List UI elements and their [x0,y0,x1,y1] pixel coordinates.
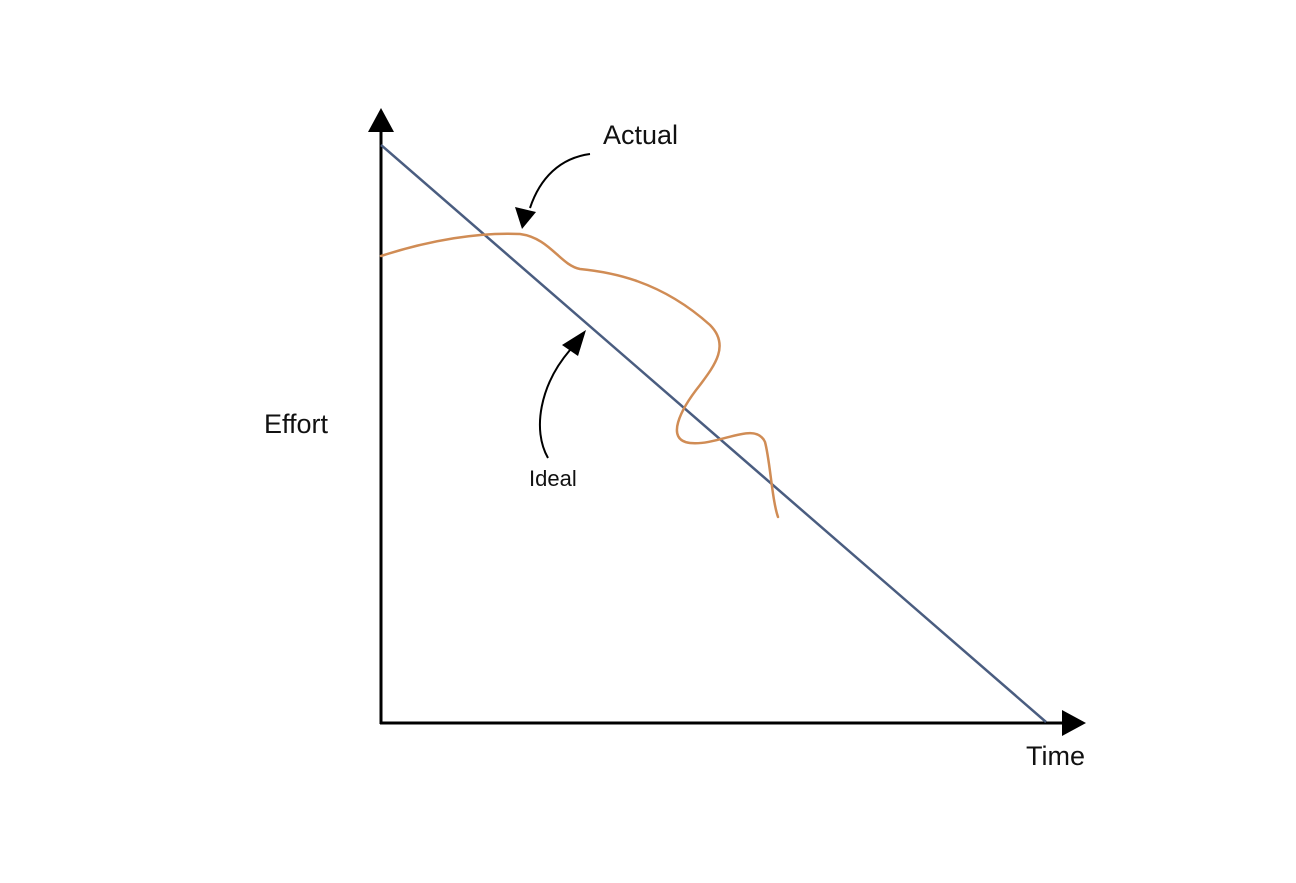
y-axis-arrow-icon [368,108,394,132]
ideal-arrow-curve [538,349,571,459]
y-axis-label: Effort [264,409,329,439]
actual-arrow-curve [529,153,591,209]
x-axis-arrow-icon [1062,710,1086,736]
ideal-arrow-head-icon [562,330,586,356]
ideal-line [380,144,1047,723]
x-axis-label: Time [1026,741,1085,771]
ideal-label: Ideal [529,466,577,491]
actual-arrow-head-icon [515,207,536,229]
actual-curve [379,232,780,519]
ideal-annotation: Ideal [529,330,586,491]
axes [368,108,1086,736]
actual-annotation: Actual [515,120,678,229]
actual-label: Actual [603,120,678,150]
